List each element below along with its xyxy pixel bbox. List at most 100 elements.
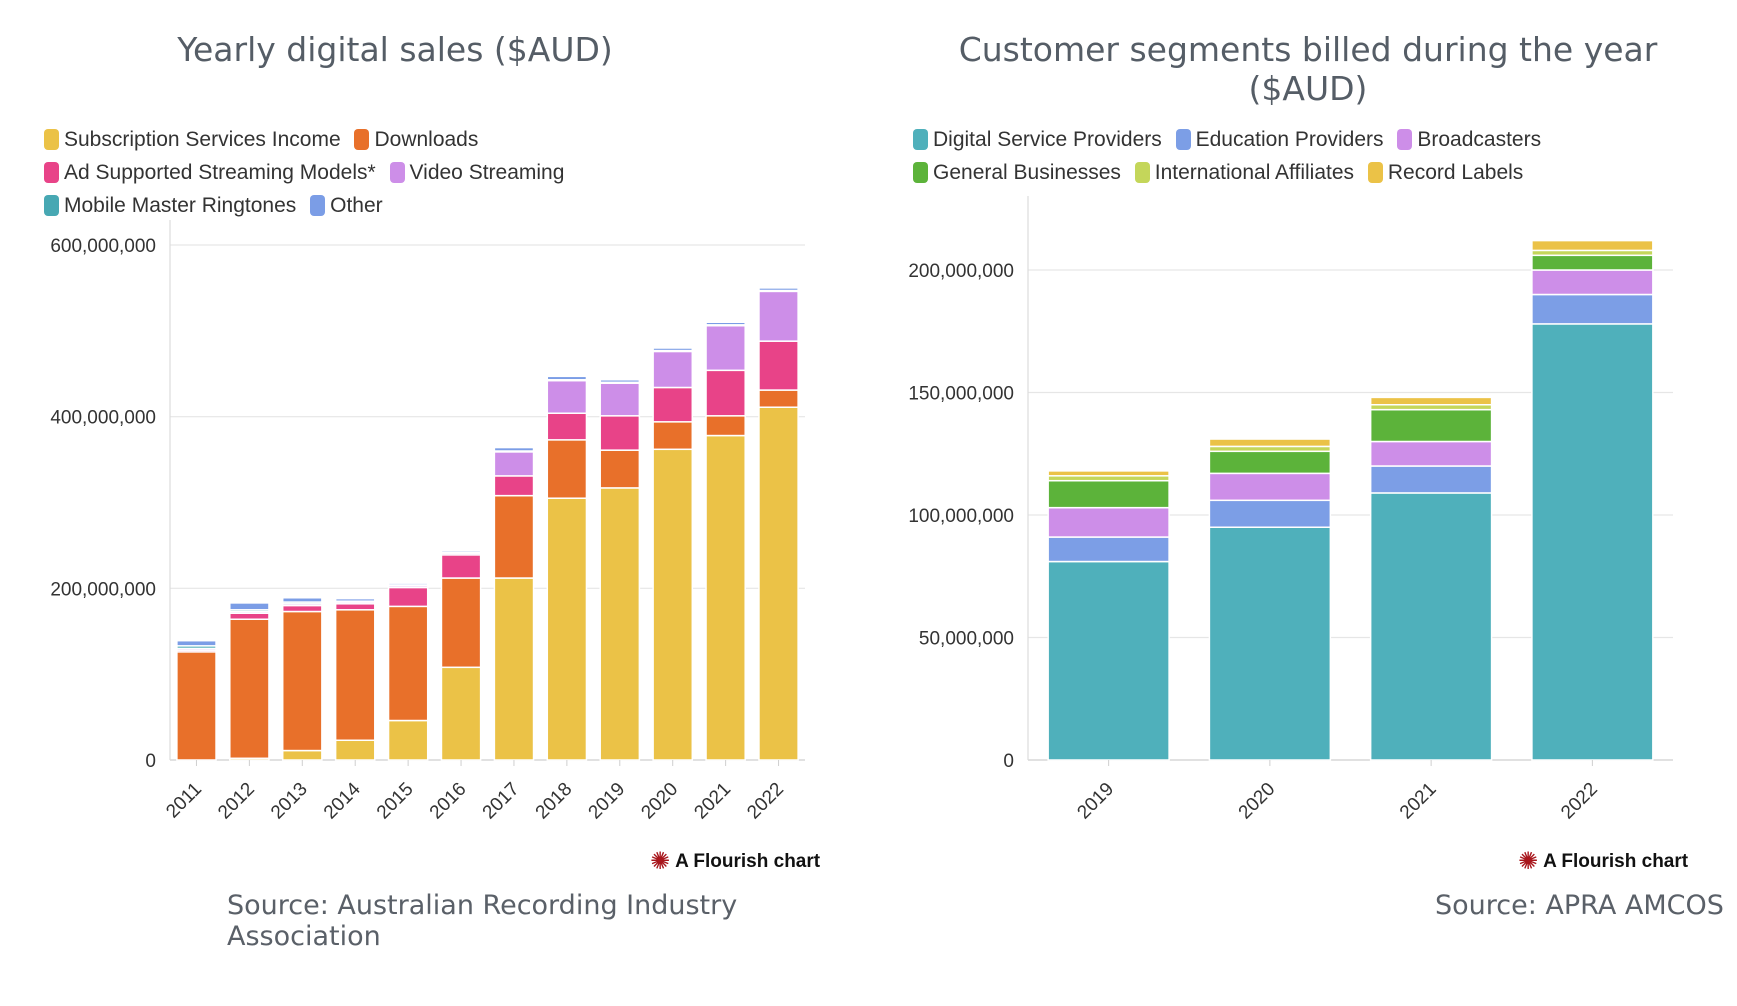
left-chart-panel: Yearly digital sales ($AUD) Subscription…	[0, 0, 868, 1006]
left-legend: Subscription Services Income Downloads A…	[44, 125, 572, 224]
left-bar-segment	[334, 603, 376, 611]
left-bar-segment	[440, 549, 482, 554]
legend-swatch	[1134, 162, 1150, 183]
left-xtick-label: 2018	[532, 779, 577, 824]
right-flourish-credit[interactable]: ✺ A Flourish chart	[1518, 850, 1688, 874]
left-bar-segment	[176, 639, 217, 647]
left-ytick-label: 0	[145, 751, 156, 772]
legend-label: Subscription Services Income	[64, 128, 341, 151]
legend-item-digital-service-providers[interactable]: Digital Service Providers	[913, 125, 1162, 154]
credit-text: A Flourish chart	[1543, 851, 1689, 872]
left-bar-segment	[652, 350, 694, 389]
left-bar-segment	[387, 605, 429, 722]
right-xtick-label: 2019	[1073, 779, 1118, 824]
left-bar-segment	[387, 586, 429, 608]
right-chart-svg: 0 50,000,000 100,000,000 150,000,000 200,000…	[908, 196, 1673, 824]
left-xtick-label: 2011	[162, 779, 206, 823]
left-bar-segment	[758, 290, 799, 342]
legend-item-video-streaming[interactable]: Video Streaming	[389, 158, 565, 187]
legend-label: Downloads	[374, 128, 479, 151]
left-bar-segment	[493, 451, 535, 477]
legend-label: Mobile Master Ringtones	[64, 194, 297, 217]
right-chart-panel: Customer segments billed during the year…	[868, 0, 1737, 1006]
left-bar-segment	[599, 449, 641, 489]
left-flourish-credit[interactable]: ✺ A Flourish chart	[650, 850, 820, 874]
left-bar-segment	[281, 610, 323, 752]
flourish-logo-icon: ✺	[650, 848, 671, 875]
left-bar-segment	[440, 666, 482, 761]
left-bar-segment	[493, 494, 535, 579]
right-legend: Digital Service Providers Education Prov…	[913, 125, 1549, 191]
legend-item-education-providers[interactable]: Education Providers	[1175, 125, 1384, 154]
legend-swatch	[310, 195, 326, 216]
legend-swatch	[354, 129, 370, 150]
legend-label: Broadcasters	[1417, 128, 1542, 151]
right-bar-segment	[1047, 536, 1170, 563]
left-bar-segment	[758, 340, 799, 391]
left-source: Source: Australian Recording Industry As…	[227, 890, 738, 952]
left-xtick-label: 2012	[214, 779, 259, 824]
left-xtick-label: 2017	[479, 779, 524, 824]
left-bar-segment	[599, 382, 641, 417]
legend-swatch	[44, 162, 59, 183]
left-bar-segment	[387, 719, 429, 761]
left-bar-segment	[281, 604, 323, 613]
right-bar-segment	[1369, 396, 1493, 406]
left-ytick-label: 200,000,000	[50, 579, 156, 600]
right-bar-segment	[1531, 293, 1654, 325]
right-bar-segment	[1047, 479, 1170, 509]
legend-item-ad-supported[interactable]: Ad Supported Streaming Models*	[44, 158, 376, 187]
left-bar-segment	[599, 415, 641, 451]
left-bar-segment	[281, 749, 323, 761]
left-bar-segment	[546, 497, 588, 761]
left-bar-segment	[440, 577, 482, 669]
left-bar-segment	[599, 487, 641, 761]
legend-item-general-businesses[interactable]: General Businesses	[913, 158, 1121, 187]
left-bar-segment	[705, 369, 746, 417]
left-xtick-label: 2016	[426, 779, 471, 824]
left-bar-segment	[599, 379, 641, 384]
legend-item-downloads[interactable]: Downloads	[354, 125, 478, 154]
legend-item-broadcasters[interactable]: Broadcasters	[1397, 125, 1541, 154]
left-bar-segment	[493, 577, 535, 761]
left-bar-segment	[229, 602, 270, 611]
legend-item-ringtones[interactable]: Mobile Master Ringtones	[44, 191, 296, 220]
right-xtick-label: 2022	[1557, 779, 1602, 824]
right-ytick-label: 100,000,000	[908, 506, 1014, 527]
legend-label: Ad Supported Streaming Models*	[64, 161, 376, 184]
legend-item-record-labels[interactable]: Record Labels	[1367, 158, 1523, 187]
legend-label: Education Providers	[1195, 128, 1384, 151]
left-bar-segment	[229, 612, 270, 620]
right-bar-segment	[1208, 526, 1332, 761]
legend-label: International Affiliates	[1154, 161, 1355, 184]
legend-item-subscription[interactable]: Subscription Services Income	[44, 125, 341, 154]
right-ytick-label: 50,000,000	[919, 629, 1014, 650]
legend-swatch	[1175, 129, 1191, 150]
left-bar-segment	[652, 386, 694, 423]
left-bar-segment	[334, 739, 376, 761]
left-bar-segment	[758, 406, 799, 761]
left-bar-segment	[493, 446, 535, 452]
legend-item-other[interactable]: Other	[310, 191, 383, 220]
right-ytick-label: 200,000,000	[908, 261, 1014, 282]
right-bar-segment	[1369, 440, 1493, 467]
legend-swatch	[1367, 162, 1383, 183]
legend-label: Other	[330, 194, 383, 217]
legend-label: Video Streaming	[409, 161, 565, 184]
left-bar-segment	[546, 375, 588, 381]
left-bar-segment	[334, 597, 376, 602]
legend-item-international-affiliates[interactable]: International Affiliates	[1134, 158, 1355, 187]
left-bar-segment	[758, 389, 799, 408]
left-ytick-label: 600,000,000	[50, 236, 156, 257]
left-bar-segment	[705, 321, 746, 326]
right-bar-segment	[1208, 438, 1332, 448]
left-bar-segment	[281, 597, 323, 603]
left-bar-segment	[546, 379, 588, 414]
left-xtick-label: 2022	[743, 779, 788, 824]
left-bar-segment	[176, 651, 217, 761]
right-ytick-label: 150,000,000	[908, 384, 1014, 405]
right-bar-segment	[1369, 408, 1493, 443]
right-bar-segment	[1531, 254, 1654, 271]
left-bar-segment	[705, 434, 746, 761]
